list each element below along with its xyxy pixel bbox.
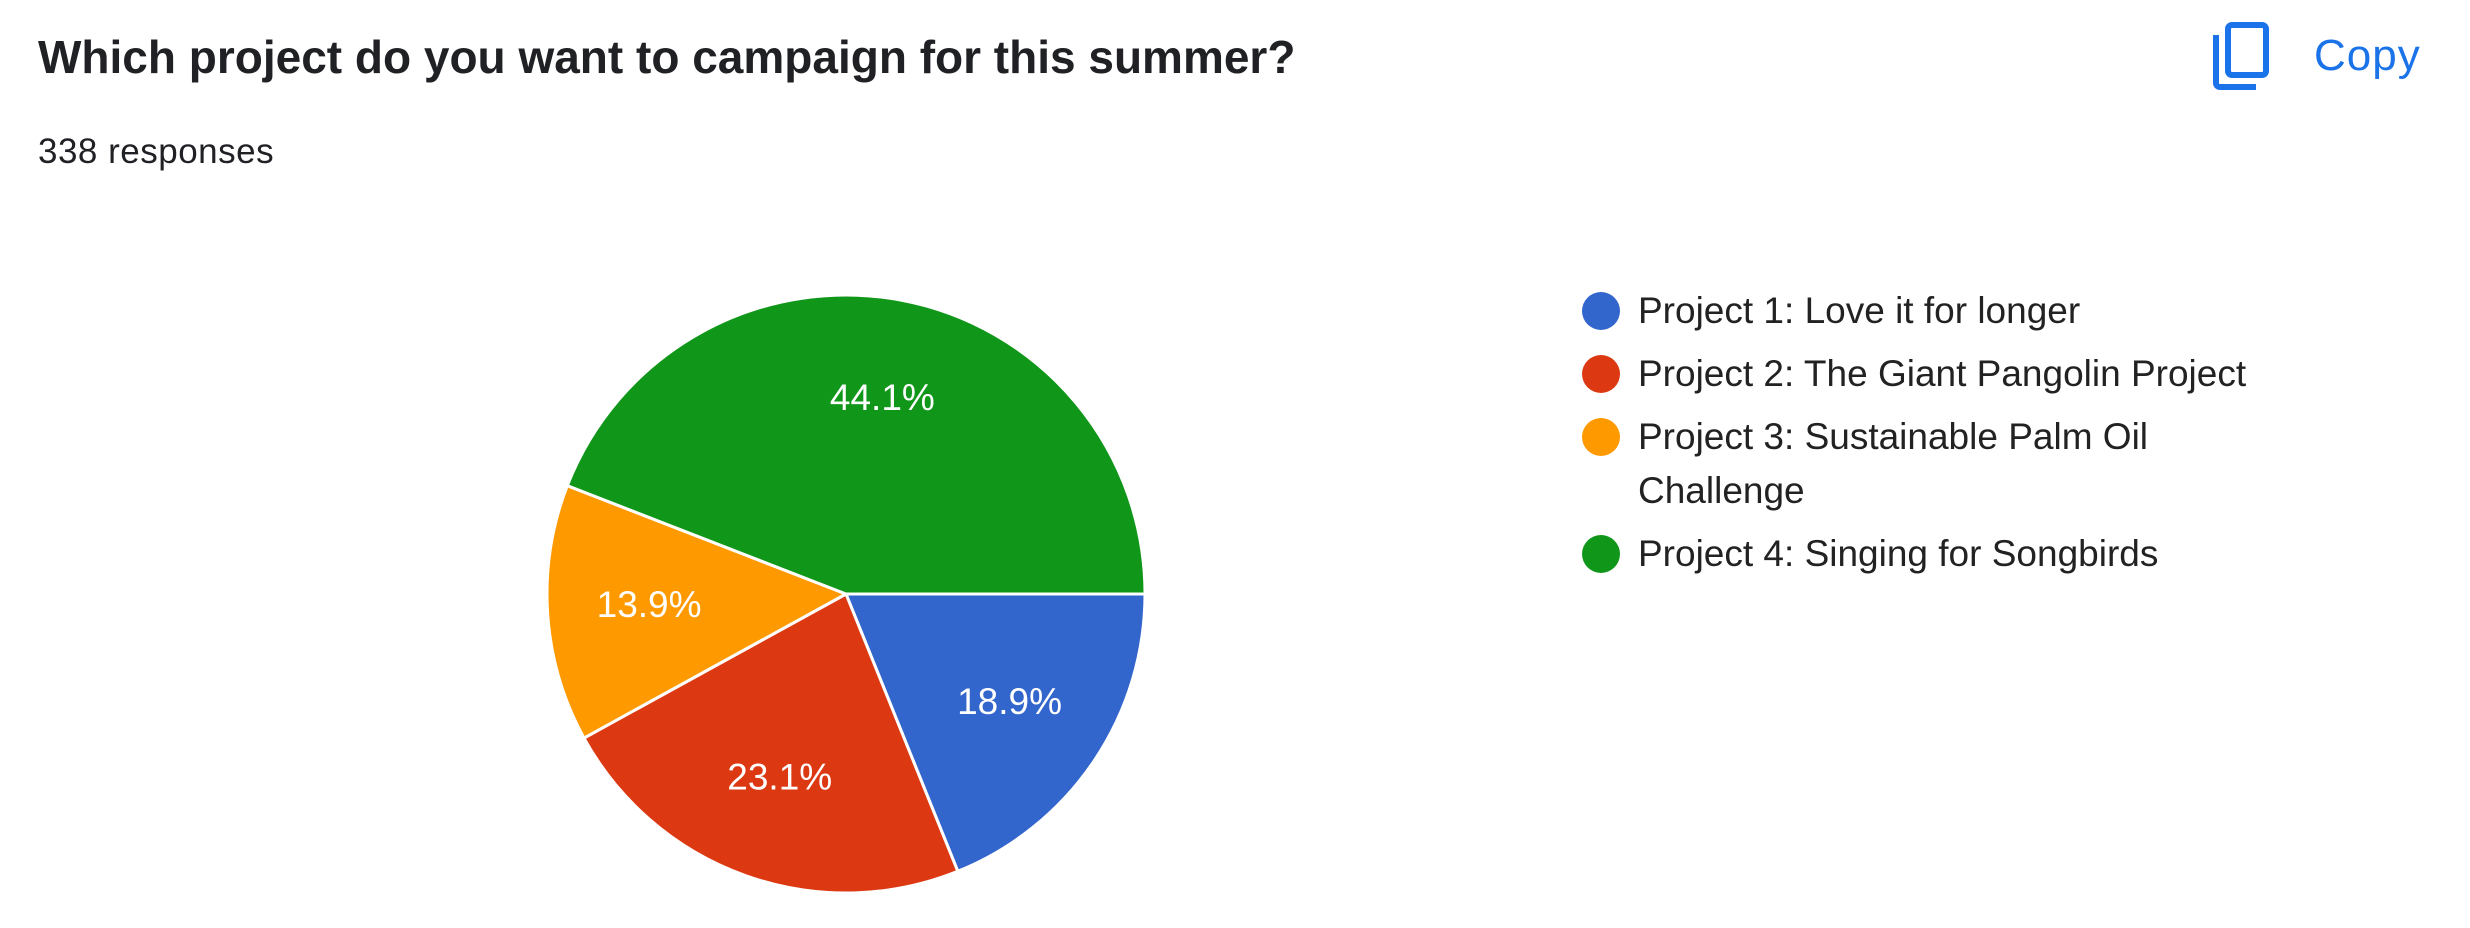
- slice-label: 18.9%: [957, 681, 1062, 722]
- legend-swatch: [1582, 292, 1620, 330]
- pie-slice: [565, 293, 1147, 596]
- legend-label: Project 4: Singing for Songbirds: [1638, 533, 2159, 574]
- slice-label: 44.1%: [830, 377, 935, 418]
- legend-swatch: [1582, 535, 1620, 573]
- chart-title: Which project do you want to campaign fo…: [38, 31, 1296, 83]
- copy-label: Copy: [2314, 31, 2421, 80]
- legend-swatch: [1582, 418, 1620, 456]
- legend-label: Project 1: Love it for longer: [1638, 290, 2081, 331]
- slice-label: 13.9%: [597, 584, 702, 625]
- legend-swatch: [1582, 355, 1620, 393]
- legend: Project 1: Love it for longer Project 2: …: [1582, 284, 2302, 590]
- pie-slice: [843, 592, 1147, 874]
- legend-entry: Project 3: Sustainable Palm Oil Challeng…: [1582, 410, 2302, 518]
- pie-slice: [545, 483, 850, 741]
- copy-icon: [2213, 22, 2269, 90]
- legend-entry: Project 1: Love it for longer: [1582, 284, 2302, 338]
- legend-label: Project 2: The Giant Pangolin Project: [1638, 353, 2247, 394]
- copy-button[interactable]: Copy: [2210, 18, 2421, 94]
- pie-slice: [581, 591, 960, 895]
- slice-label: 23.1%: [727, 757, 832, 798]
- response-count: 338 responses: [38, 132, 275, 171]
- pie-chart: 18.9% 23.1% 13.9% 44.1%: [545, 293, 1147, 895]
- legend-label: Project 3: Sustainable Palm Oil Challeng…: [1638, 416, 2149, 511]
- legend-entry: Project 2: The Giant Pangolin Project: [1582, 347, 2302, 401]
- legend-entry: Project 4: Singing for Songbirds: [1582, 527, 2302, 581]
